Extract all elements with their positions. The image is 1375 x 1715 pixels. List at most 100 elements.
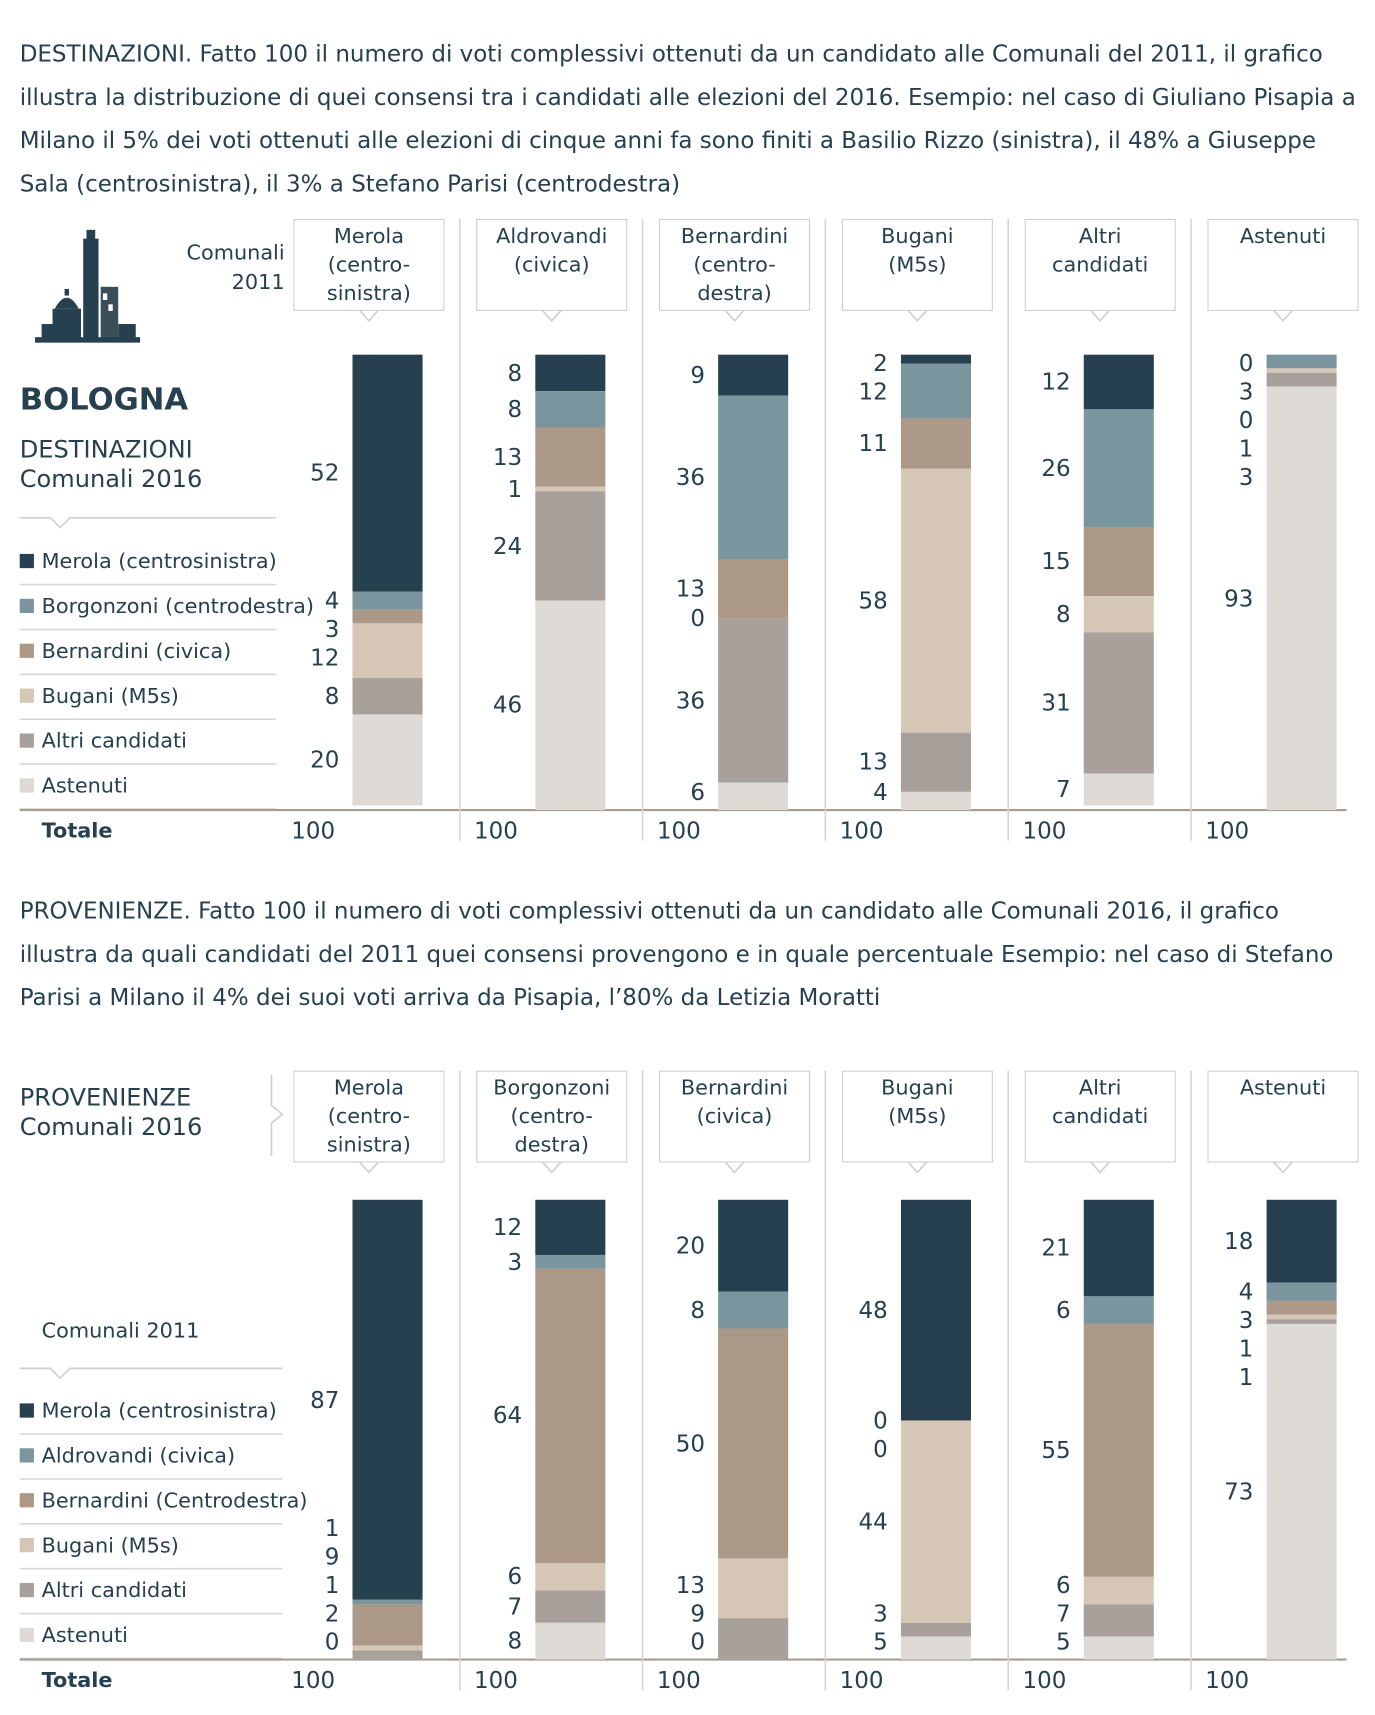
- header-pointer: [906, 1160, 928, 1174]
- data-label: 1: [507, 475, 523, 503]
- bar-segment: [1266, 372, 1337, 387]
- data-label: 8: [507, 359, 523, 387]
- bar-segment: [1266, 368, 1337, 373]
- data-label: 0: [1238, 350, 1254, 377]
- bar-segment: [1083, 632, 1154, 774]
- bar-segment: [900, 1199, 971, 1421]
- data-label: 8: [324, 683, 340, 710]
- data-label: 3: [324, 615, 340, 643]
- data-label: 11: [858, 430, 888, 457]
- column-header: Bernardini (civica): [659, 1070, 811, 1163]
- bar-segment: [1083, 1296, 1154, 1324]
- bar-segment: [352, 1650, 423, 1660]
- legend-label: Altri candidati: [41, 1578, 187, 1603]
- data-label: 1: [1238, 1335, 1254, 1362]
- data-label: 13: [675, 1571, 705, 1599]
- data-label: 4: [873, 779, 888, 806]
- bar-segment: [535, 1268, 606, 1564]
- bar-segment: [352, 1604, 423, 1646]
- data-label: 24: [492, 532, 523, 560]
- legend-subtitle: Comunali 2016: [19, 466, 203, 494]
- data-label: 6: [1055, 1296, 1071, 1324]
- data-label: 87: [310, 1386, 340, 1413]
- legend-swatch: [19, 598, 34, 614]
- bar-segment: [1266, 1300, 1337, 1315]
- data-label: 21: [1041, 1234, 1071, 1262]
- legend-swatch: [19, 1403, 34, 1418]
- total-value: 100: [474, 1667, 518, 1694]
- bar-segment: [900, 1420, 971, 1623]
- bar-segment: [900, 1636, 971, 1660]
- data-label: 7: [1055, 1600, 1071, 1627]
- data-label: 46: [492, 692, 523, 719]
- header-pointer: [541, 1160, 563, 1174]
- data-label: 7: [507, 1593, 523, 1620]
- data-label: 3: [873, 1600, 888, 1627]
- legend-label: Bugani (M5s): [41, 684, 179, 709]
- column-header: Astenuti: [1207, 1070, 1359, 1163]
- data-label: 18: [1224, 1228, 1254, 1255]
- total-label: Totale: [41, 1668, 113, 1693]
- data-label: 5: [1055, 1628, 1071, 1656]
- total-value: 100: [1205, 1667, 1250, 1694]
- bar-segment: [1266, 386, 1337, 811]
- legend-swatch: [19, 1538, 34, 1553]
- data-label: 20: [675, 1232, 705, 1259]
- total-value: 100: [656, 1667, 701, 1694]
- legend-rule: [19, 516, 276, 529]
- data-label: 58: [858, 587, 888, 614]
- legend-swatch: [19, 778, 34, 793]
- data-label: 13: [858, 749, 888, 776]
- data-label: 8: [507, 1628, 523, 1655]
- bar-segment: [718, 559, 789, 619]
- data-label: 1: [1238, 1363, 1254, 1391]
- bar-segment: [535, 427, 606, 487]
- header-pointer: [358, 1160, 380, 1174]
- bar-segment: [1266, 1323, 1337, 1660]
- column-header: Bernardini (centro-destra): [659, 218, 811, 311]
- column-header: Merola (centro-sinistra): [293, 218, 445, 311]
- total-value: 100: [1022, 817, 1067, 845]
- bar-segment: [718, 1291, 789, 1329]
- bar-segment: [1083, 596, 1154, 633]
- category-title: PROVENIENZE: [19, 1084, 192, 1113]
- legend-label: Merola (centrosinistra): [41, 549, 277, 574]
- column-header: Altri candidati: [1024, 218, 1176, 311]
- column-header: Bugani (M5s): [841, 218, 993, 311]
- column-header: Altri candidati: [1024, 1070, 1176, 1163]
- bar-segment: [352, 623, 423, 679]
- legend-label: Altri candidati: [41, 729, 187, 754]
- header-pointer: [1089, 309, 1111, 322]
- bar-segment: [535, 354, 606, 392]
- data-label: 1: [324, 1571, 340, 1599]
- data-label: 12: [492, 1214, 523, 1241]
- bar-segment: [535, 391, 606, 428]
- bar-segment: [535, 1254, 606, 1269]
- data-label: 20: [310, 746, 340, 774]
- bar-segment: [1266, 1314, 1337, 1320]
- data-label: 0: [873, 1407, 888, 1434]
- category-title: Comunali 2011: [186, 240, 285, 295]
- column-header: Merola (centro-sinistra): [293, 1070, 445, 1163]
- total-value: 100: [839, 817, 884, 845]
- total-value: 100: [839, 1667, 884, 1694]
- data-label: 93: [1224, 585, 1254, 612]
- data-label: 64: [492, 1402, 523, 1430]
- legend-label: Aldrovandi (civica): [41, 1443, 236, 1468]
- data-label: 31: [1041, 689, 1071, 717]
- bar-segment: [718, 1618, 789, 1660]
- legend-label: Bernardini (Centrodestra): [41, 1488, 308, 1513]
- bar-segment: [718, 782, 789, 811]
- data-label: 0: [690, 605, 705, 632]
- data-label: 36: [675, 687, 705, 714]
- bar-segment: [900, 468, 971, 733]
- legend-swatch: [19, 553, 34, 569]
- data-label: 55: [1041, 1437, 1071, 1464]
- data-label: 44: [858, 1508, 888, 1535]
- legend-swatch: [19, 1582, 34, 1598]
- column-header: Borgonzoni (centro-destra): [476, 1070, 628, 1163]
- data-label: 7: [1055, 776, 1071, 803]
- legend-label: Merola (centrosinistra): [41, 1399, 277, 1424]
- bar-segment: [900, 418, 971, 469]
- bar-segment: [900, 363, 971, 419]
